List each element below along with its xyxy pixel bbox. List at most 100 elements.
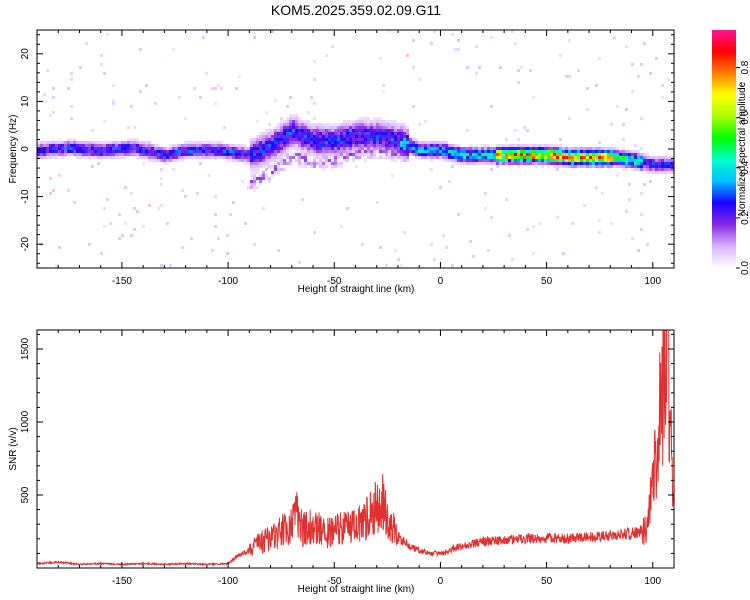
heatmap-cell [520,147,523,150]
heatmap-cell [643,168,646,171]
heatmap-cell [259,183,262,186]
heatmap-cell [622,168,625,171]
heatmap-cell [163,153,166,156]
heatmap-cell [268,144,271,147]
heatmap-cell [325,132,328,135]
heatmap-cell [634,144,637,147]
heatmap-cell [568,165,571,168]
heatmap-cell [547,150,550,153]
heatmap-cell [463,156,466,159]
heatmap-cell [499,159,502,162]
heatmap-cell [508,234,511,237]
heatmap-cell [325,141,328,144]
heatmap-cell [619,162,622,165]
heatmap-cell [274,153,277,156]
heatmap-cell [547,144,550,147]
heatmap-cell [514,129,517,132]
heatmap-cell [271,153,274,156]
heatmap-cell [652,162,655,165]
heatmap-cell [355,144,358,147]
heatmap-cell [241,156,244,159]
heatmap-cell [148,147,151,150]
heatmap-cell [334,165,337,168]
heatmap-cell [439,156,442,159]
heatmap-cell [604,153,607,156]
heatmap-cell [460,147,463,150]
heatmap-cell [310,135,313,138]
heatmap-cell [358,132,361,135]
heatmap-cell [433,141,436,144]
heatmap-cell [658,162,661,165]
y-tick-label: 20 [20,48,31,60]
heatmap-cell [145,156,148,159]
heatmap-cell [505,198,508,201]
heatmap-cell [61,147,64,150]
heatmap-cell [199,153,202,156]
heatmap-cell [307,135,310,138]
heatmap-cell [532,153,535,156]
heatmap-cell [589,156,592,159]
heatmap-cell [286,156,289,159]
heatmap-cell [88,147,91,150]
heatmap-cell [268,153,271,156]
heatmap-cell [154,156,157,159]
heatmap-cell [265,144,268,147]
heatmap-cell [331,162,334,165]
heatmap-cell [118,147,121,150]
heatmap-cell [145,84,148,87]
heatmap-cell [328,153,331,156]
heatmap-cell [556,216,559,219]
heatmap-cell [139,90,142,93]
heatmap-cell [214,153,217,156]
heatmap-cell [295,159,298,162]
heatmap-cell [334,132,337,135]
heatmap-cell [46,69,49,72]
heatmap-cell [133,153,136,156]
heatmap-cell [457,213,460,216]
heatmap-cell [343,153,346,156]
heatmap-cell [58,141,61,144]
heatmap-cell [328,150,331,153]
heatmap-cell [622,147,625,150]
heatmap-cell [292,114,295,117]
heatmap-cell [397,156,400,159]
heatmap-cell [457,156,460,159]
heatmap-cell [370,156,373,159]
heatmap-cell [187,141,190,144]
heatmap-cell [640,117,643,120]
heatmap-cell [568,159,571,162]
heatmap-cell [562,162,565,165]
heatmap-cell [283,141,286,144]
heatmap-cell [532,144,535,147]
heatmap-cell [637,150,640,153]
heatmap-cell [511,156,514,159]
heatmap-cell [133,147,136,150]
heatmap-cell [661,162,664,165]
heatmap-cell [277,249,280,252]
heatmap-cell [634,150,637,153]
heatmap-cell [121,153,124,156]
heatmap-cell [295,126,298,129]
heatmap-cell [367,117,370,120]
x-tick-label: -50 [327,276,342,287]
heatmap-cell [514,153,517,156]
heatmap-cell [391,156,394,159]
heatmap-cell [76,153,79,156]
heatmap-cell [409,147,412,150]
heatmap-cell [331,132,334,135]
heatmap-cell [391,126,394,129]
heatmap-cell [274,138,277,141]
heatmap-cell [559,144,562,147]
heatmap-cell [535,162,538,165]
heatmap-cell [631,168,634,171]
heatmap-cell [565,162,568,165]
heatmap-cell [259,180,262,183]
heatmap-cell [508,153,511,156]
heatmap-cell [277,153,280,156]
heatmap-cell [277,168,280,171]
heatmap-cell [295,129,298,132]
heatmap-cell [586,153,589,156]
heatmap-cell [529,144,532,147]
heatmap-cell [313,60,316,63]
heatmap-cell [283,153,286,156]
